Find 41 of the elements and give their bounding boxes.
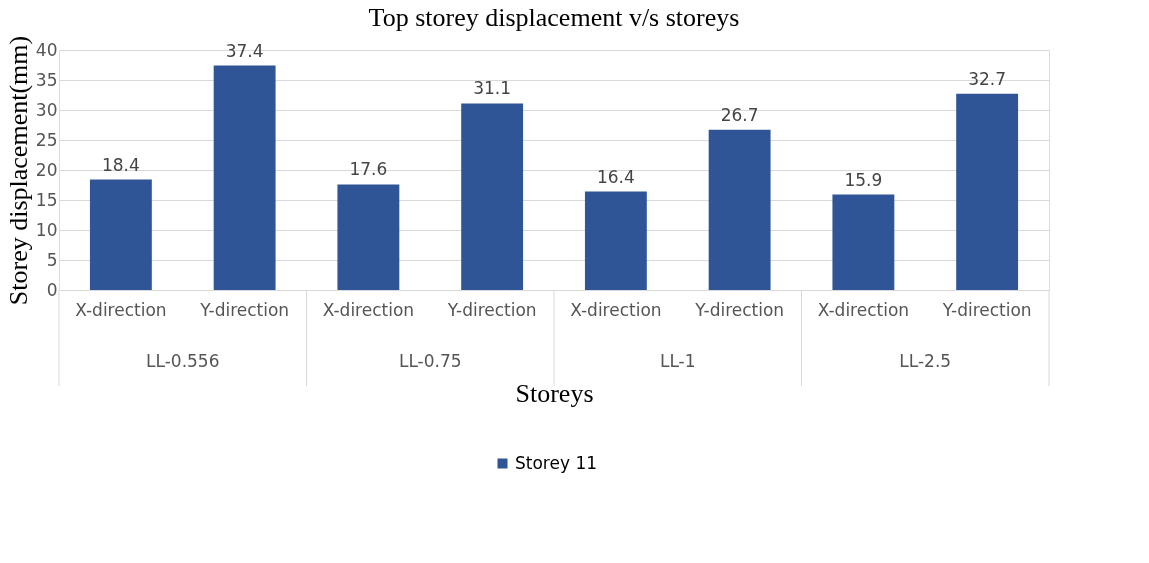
data-label: 18.4 <box>101 154 140 175</box>
bar <box>708 129 771 290</box>
bar <box>89 179 152 290</box>
data-label: 17.6 <box>349 159 388 180</box>
x-tick-label: X-direction <box>570 299 662 320</box>
y-tick-label: 25 <box>35 129 58 150</box>
bar <box>832 194 895 290</box>
y-tick-label: 0 <box>46 279 58 300</box>
x-axis-title: Storeys <box>515 378 594 408</box>
data-label: 31.1 <box>473 78 512 99</box>
text: LL-1 <box>659 351 696 371</box>
x-tick-label: X-direction <box>322 299 415 320</box>
text: LL-2.5 <box>899 351 952 371</box>
bar <box>956 93 1019 290</box>
text: LL-0.556 <box>146 351 220 371</box>
x-tick-label: Y-direction <box>446 299 537 320</box>
x-tick-label: Y-direction <box>199 299 290 320</box>
y-tick-label: 20 <box>35 159 58 180</box>
x-tick-label: X-direction <box>75 299 167 320</box>
y-tick-label: 15 <box>35 189 58 210</box>
x-tick-label: X-direction <box>817 299 910 320</box>
bar <box>461 103 524 290</box>
y-tick-label: 35 <box>35 69 58 90</box>
bar <box>213 65 276 290</box>
y-tick-label: 10 <box>35 219 58 240</box>
x-tick-label: Y-direction <box>694 299 785 320</box>
data-label: 37.4 <box>225 40 264 61</box>
bar <box>584 191 647 290</box>
data-label: 32.7 <box>968 68 1007 89</box>
chart-title: Top storey displacement v/s storeys <box>368 3 740 33</box>
y-tick-label: 5 <box>46 249 58 270</box>
y-tick-label: 30 <box>35 99 58 120</box>
data-label: 15.9 <box>844 169 883 190</box>
text: LL-0.75 <box>398 351 462 371</box>
y-tick-label: 40 <box>35 39 58 60</box>
data-label: 16.4 <box>596 166 635 187</box>
bar <box>337 184 400 290</box>
x-tick-label: Y-direction <box>941 299 1032 320</box>
data-label: 26.7 <box>720 104 759 125</box>
legend-label: Storey 11 <box>515 452 598 473</box>
y-axis-title: Storey displacement(mm) <box>3 35 33 306</box>
